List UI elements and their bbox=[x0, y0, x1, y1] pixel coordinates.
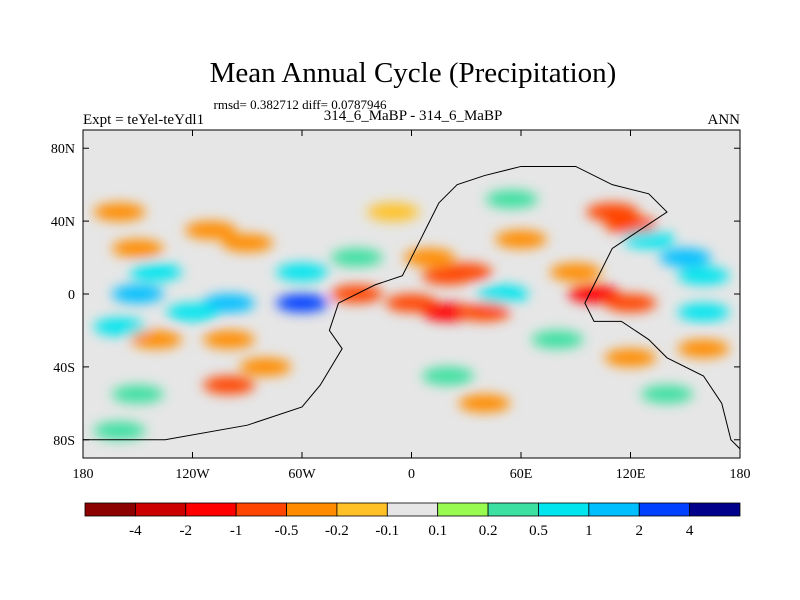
y-tick-label-4: 80S bbox=[53, 434, 75, 449]
anomaly-patch-12 bbox=[203, 330, 255, 349]
anomaly-patch-4 bbox=[130, 263, 182, 282]
x-tick-label-4: 60E bbox=[510, 467, 533, 482]
stats-label: rmsd= 0.382712 diff= 0.0787946 bbox=[214, 97, 387, 112]
season-label: ANN bbox=[708, 112, 741, 128]
anomaly-layer bbox=[93, 190, 730, 440]
map-background bbox=[83, 130, 740, 458]
x-tick-label-6: 180 bbox=[730, 467, 751, 482]
anomaly-patch-10 bbox=[93, 317, 146, 336]
colorbar-label-5: -0.1 bbox=[375, 523, 399, 539]
y-tick-label-3: 40S bbox=[53, 361, 75, 376]
colorbar-swatch-12 bbox=[689, 502, 741, 517]
anomaly-patch-43 bbox=[458, 394, 511, 413]
x-tick-label-5: 120E bbox=[616, 467, 646, 482]
coastline-0 bbox=[83, 165, 740, 458]
anomaly-patch-9 bbox=[276, 294, 328, 313]
colorbar-swatch-5 bbox=[336, 502, 388, 517]
subtitle-label: 314_6_MaBP - 314_6_MaBP bbox=[324, 108, 503, 124]
anomaly-patch-25 bbox=[458, 303, 511, 322]
anomaly-patch-27 bbox=[495, 230, 547, 249]
map-plot-area bbox=[83, 130, 740, 458]
anomaly-patch-28 bbox=[485, 190, 538, 209]
experiment-label: Expt = teYel-teYdl1 bbox=[83, 112, 204, 128]
colorbar-swatch-8 bbox=[487, 502, 539, 517]
anomaly-patch-13 bbox=[239, 357, 292, 376]
colorbar-label-4: -0.2 bbox=[325, 523, 349, 539]
anomaly-patch-34 bbox=[677, 266, 730, 285]
colorbar: -4 -2 -1 -0.5 -0.2 -0.1 0.1 0.2 0.5 1 2 4 bbox=[84, 502, 741, 539]
anomaly-patch-7 bbox=[203, 294, 255, 313]
x-tick-label-2: 60W bbox=[288, 467, 316, 482]
y-tick-label-0: 80N bbox=[51, 142, 75, 157]
anomaly-patch-0 bbox=[93, 203, 146, 221]
colorbar-swatch-10 bbox=[588, 502, 640, 517]
colorbar-label-6: 0.1 bbox=[428, 523, 447, 539]
anomaly-patch-19 bbox=[403, 248, 456, 267]
anomaly-patch-36 bbox=[604, 294, 657, 313]
colorbar-label-7: 0.2 bbox=[479, 523, 498, 539]
colorbar-swatch-7 bbox=[437, 502, 489, 517]
colorbar-label-1: -2 bbox=[180, 523, 193, 539]
anomaly-patch-35 bbox=[568, 285, 620, 303]
anomaly-patch-38 bbox=[531, 330, 584, 349]
anomaly-patch-32 bbox=[622, 230, 675, 249]
colorbar-swatch-2 bbox=[185, 502, 237, 517]
anomaly-patch-6 bbox=[111, 285, 164, 303]
anomaly-patch-37 bbox=[677, 303, 730, 322]
anomaly-patch-11 bbox=[130, 330, 182, 349]
colorbar-swatch-0 bbox=[84, 502, 136, 517]
anomaly-patch-14 bbox=[203, 376, 255, 395]
anomaly-patch-42 bbox=[641, 385, 693, 404]
anomaly-patch-1 bbox=[111, 239, 164, 258]
colorbar-label-0: -4 bbox=[129, 523, 142, 539]
anomaly-patch-5 bbox=[276, 263, 328, 282]
y-tick-label-2: 0 bbox=[68, 288, 75, 303]
anomaly-patch-3 bbox=[221, 233, 274, 252]
colorbar-swatch-4 bbox=[286, 502, 338, 517]
colorbar-swatch-1 bbox=[134, 502, 187, 517]
colorbar-label-11: 4 bbox=[686, 523, 694, 539]
anomaly-patch-29 bbox=[549, 263, 602, 282]
anomaly-patch-8 bbox=[166, 303, 219, 322]
x-tick-label-0: 180 bbox=[73, 467, 94, 482]
anomaly-patch-26 bbox=[476, 285, 529, 303]
anomaly-patch-41 bbox=[422, 367, 474, 385]
y-axis: 80N 40N 0 40S 80S bbox=[51, 142, 740, 449]
anomaly-patch-39 bbox=[604, 348, 657, 367]
y-tick-label-1: 40N bbox=[51, 215, 75, 230]
anomaly-patch-24 bbox=[422, 303, 474, 322]
anomaly-patch-40 bbox=[677, 339, 730, 358]
coastline-layer bbox=[83, 165, 740, 458]
anomaly-patch-31 bbox=[604, 215, 657, 234]
x-axis: 180 120W 60W 0 60E 120E 180 bbox=[73, 130, 751, 482]
colorbar-swatch-6 bbox=[386, 502, 439, 517]
anomaly-patch-17 bbox=[367, 203, 420, 221]
colorbar-swatch-3 bbox=[235, 502, 287, 517]
anomaly-patch-2 bbox=[184, 221, 237, 240]
anomaly-patch-16 bbox=[93, 421, 146, 440]
colorbar-label-8: 0.5 bbox=[529, 523, 548, 539]
colorbar-label-3: -0.5 bbox=[275, 523, 299, 539]
anomaly-patch-23 bbox=[385, 294, 438, 313]
x-tick-label-3: 0 bbox=[408, 467, 415, 482]
anomaly-patch-15 bbox=[111, 385, 164, 404]
anomaly-patch-18 bbox=[330, 248, 383, 267]
anomaly-patch-33 bbox=[659, 248, 712, 267]
anomaly-patch-21 bbox=[440, 263, 493, 282]
colorbar-swatch-11 bbox=[638, 502, 691, 517]
colorbar-swatch-9 bbox=[538, 502, 590, 517]
chart-title: Mean Annual Cycle (Precipitation) bbox=[210, 57, 617, 89]
colorbar-label-10: 2 bbox=[635, 523, 643, 539]
colorbar-label-2: -1 bbox=[230, 523, 243, 539]
colorbar-label-9: 1 bbox=[585, 523, 593, 539]
x-tick-label-1: 120W bbox=[175, 467, 210, 482]
